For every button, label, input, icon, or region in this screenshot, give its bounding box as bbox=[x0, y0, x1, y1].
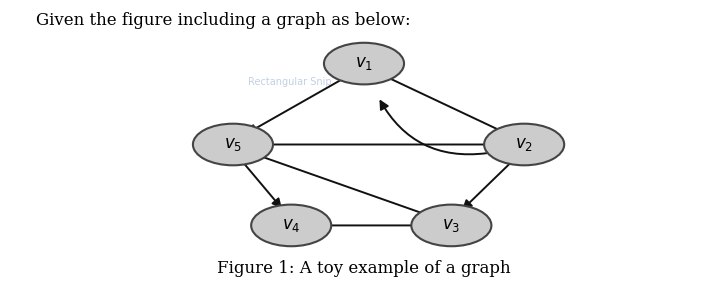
Text: $v_1$: $v_1$ bbox=[355, 55, 373, 72]
Text: $v_3$: $v_3$ bbox=[442, 217, 461, 234]
Text: $v_5$: $v_5$ bbox=[224, 136, 242, 153]
Ellipse shape bbox=[251, 205, 331, 246]
Text: Given the figure including a graph as below:: Given the figure including a graph as be… bbox=[36, 12, 411, 29]
FancyArrowPatch shape bbox=[381, 101, 486, 154]
Text: $v_2$: $v_2$ bbox=[515, 136, 533, 153]
Ellipse shape bbox=[324, 43, 404, 84]
Text: Figure 1: A toy example of a graph: Figure 1: A toy example of a graph bbox=[217, 260, 511, 277]
Text: Rectangular Snip: Rectangular Snip bbox=[248, 77, 331, 87]
Ellipse shape bbox=[484, 124, 564, 165]
Text: $v_4$: $v_4$ bbox=[282, 217, 301, 234]
Ellipse shape bbox=[193, 124, 273, 165]
Ellipse shape bbox=[411, 205, 491, 246]
